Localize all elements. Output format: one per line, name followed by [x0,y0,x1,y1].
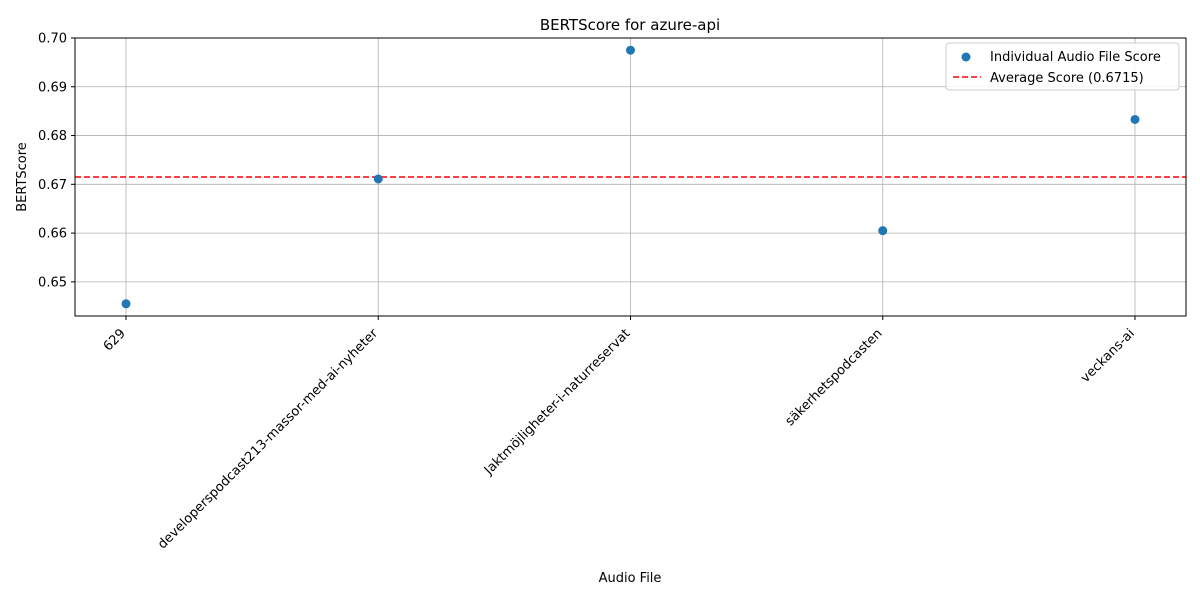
data-point [878,226,888,236]
y-axis-ticks: 0.65 0.66 0.67 0.68 0.69 0.70 [38,32,75,290]
data-points [121,45,1140,309]
y-tick-label: 0.67 [38,178,67,193]
data-point [121,299,131,309]
legend: Individual Audio File Score Average Scor… [945,42,1180,91]
y-axis-title: BERTScore [15,142,30,212]
y-tick-label: 0.65 [38,275,67,290]
y-tick-label: 0.69 [38,80,67,95]
y-tick-label: 0.66 [38,227,67,242]
y-tick-label: 0.68 [38,129,67,144]
data-point [626,45,635,55]
data-point [373,174,383,184]
legend-label-average: Average Score (0.6715) [990,71,1144,86]
data-point [1130,114,1140,124]
legend-label-scatter: Individual Audio File Score [990,50,1161,65]
chart-title: BERTScore for azure-api [540,16,720,34]
x-axis-title: Audio File [599,571,662,586]
legend-marker-scatter [961,52,971,62]
y-tick-label: 0.70 [38,32,67,47]
legend-box [945,42,1180,91]
